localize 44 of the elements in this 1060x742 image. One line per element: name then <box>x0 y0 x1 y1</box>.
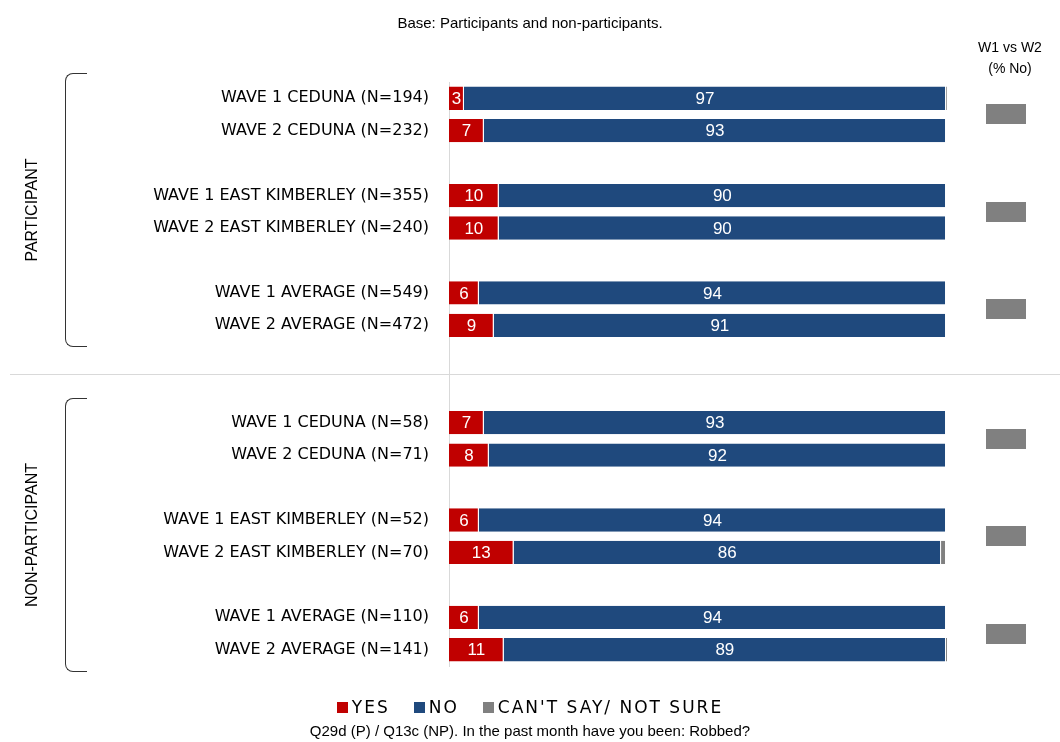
data-label: 8 <box>464 445 474 465</box>
data-label: 90 <box>712 186 732 206</box>
text: NON-PARTICIPANT <box>23 462 41 607</box>
data-label: 6 <box>459 608 469 628</box>
data-label: 94 <box>702 608 722 628</box>
legend-label: YES <box>351 697 390 717</box>
y-tick-label: WAVE 1 CEDUNA (N=58) <box>231 411 429 431</box>
data-label: 9 <box>466 316 477 336</box>
data-label: 11 <box>467 640 486 660</box>
text: W1 vs W2 (% No) <box>977 38 1043 78</box>
data-label: 89 <box>715 640 735 660</box>
text: Q29d (P) / Q13c (NP). In the past month have you been: Robbed? <box>308 722 752 739</box>
y-tick-label: WAVE 2 CEDUNA (N=232) <box>221 119 429 139</box>
data-label: 7 <box>461 413 472 433</box>
data-label: 86 <box>717 543 737 563</box>
legend-label: NO <box>428 697 459 717</box>
data-label: 93 <box>705 121 725 141</box>
data-label: 93 <box>705 413 725 433</box>
data-label: 13 <box>471 543 491 563</box>
data-label: 7 <box>461 121 472 141</box>
y-tick-label: WAVE 1 EAST KIMBERLEY (N=52) <box>163 509 429 529</box>
y-tick-label: WAVE 2 EAST KIMBERLEY (N=240) <box>153 217 429 237</box>
y-tick-label: WAVE 1 CEDUNA (N=194) <box>221 87 429 107</box>
chart-subtitle: Base: Participants and non-participants. <box>396 14 664 31</box>
y-tick-label: WAVE 2 AVERAGE (N=141) <box>214 638 429 658</box>
data-label: 10 <box>464 218 484 238</box>
y-tick-label: WAVE 1 AVERAGE (N=110) <box>214 606 429 626</box>
y-tick-label: WAVE 2 EAST KIMBERLEY (N=70) <box>163 541 429 561</box>
y-tick-label: WAVE 1 EAST KIMBERLEY (N=355) <box>153 184 429 204</box>
data-label: 6 <box>459 283 469 303</box>
data-label: 91 <box>710 316 730 336</box>
text: PARTICIPANT <box>23 158 41 262</box>
data-label: 90 <box>712 218 732 238</box>
data-label: 94 <box>702 510 722 530</box>
data-label: 92 <box>707 445 727 465</box>
data-label: 10 <box>464 186 484 206</box>
data-label: 97 <box>695 88 715 108</box>
data-label: 3 <box>451 88 462 108</box>
data-label: 94 <box>702 283 722 303</box>
legend-label: CAN'T SAY/ NOT SURE <box>497 697 724 717</box>
y-tick-label: WAVE 2 AVERAGE (N=472) <box>214 314 429 334</box>
y-tick-label: WAVE 1 AVERAGE (N=549) <box>214 282 429 302</box>
data-label: 6 <box>459 510 469 530</box>
y-tick-label: WAVE 2 CEDUNA (N=71) <box>231 444 429 464</box>
